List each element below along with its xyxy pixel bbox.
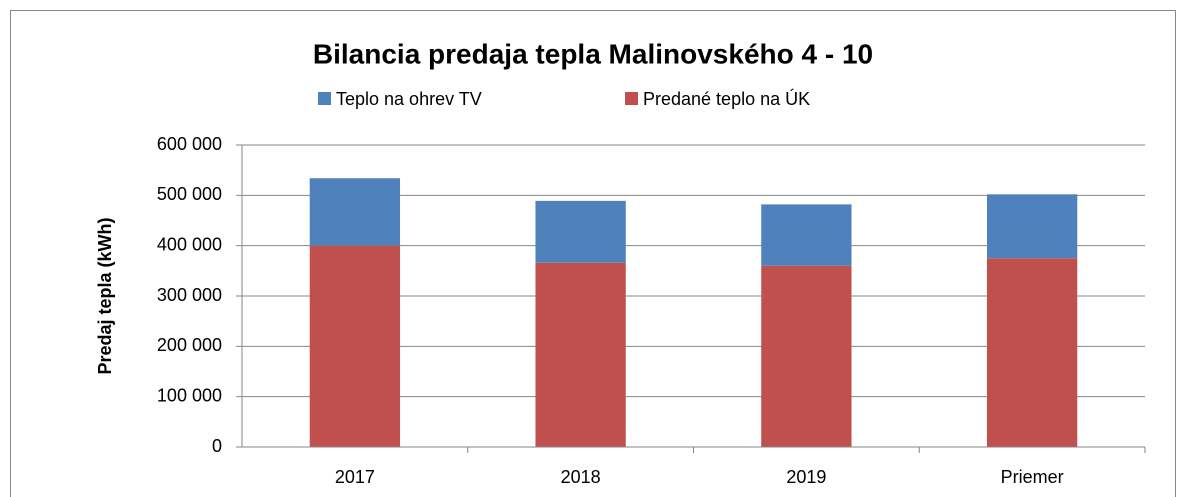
legend-label: Teplo na ohrev TV xyxy=(336,89,482,109)
bar-segment xyxy=(535,200,626,263)
y-tick-label: 0 xyxy=(212,436,222,456)
bar-segment xyxy=(986,258,1078,447)
bar-segment xyxy=(986,194,1078,259)
legend-label: Predané teplo na ÚK xyxy=(643,88,810,109)
y-tick-label: 100 000 xyxy=(157,385,222,405)
y-tick-label: 500 000 xyxy=(157,184,222,204)
bar-segment xyxy=(309,245,401,447)
bar-segment xyxy=(761,265,852,447)
chart-title: Bilancia predaja tepla Malinovského 4 - … xyxy=(313,38,873,69)
y-tick-label: 600 000 xyxy=(157,134,222,154)
y-tick-label: 300 000 xyxy=(157,285,222,305)
x-tick-label: 2018 xyxy=(561,467,601,487)
y-axis-label: Predaj tepla (kWh) xyxy=(95,217,115,374)
legend-swatch xyxy=(625,92,638,105)
legend-swatch xyxy=(318,92,331,105)
x-tick-label: 2017 xyxy=(335,467,375,487)
y-tick-label: 400 000 xyxy=(157,234,222,254)
bar-segment xyxy=(761,204,852,266)
x-tick-label: 2019 xyxy=(786,467,826,487)
x-tick-label: Priemer xyxy=(1001,467,1064,487)
bar-segment xyxy=(309,178,401,246)
y-tick-label: 200 000 xyxy=(157,335,222,355)
bar-segment xyxy=(535,262,626,447)
